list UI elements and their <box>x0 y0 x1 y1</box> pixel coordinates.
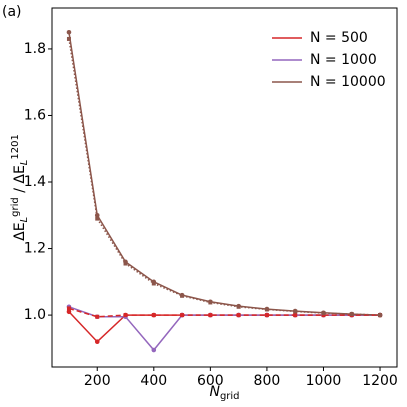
point <box>123 313 128 318</box>
y-tick-label: 1.2 <box>24 241 46 257</box>
y-tick-label: 1.8 <box>24 41 46 57</box>
series-line <box>68 307 381 318</box>
point <box>264 307 269 312</box>
point <box>321 311 326 316</box>
point <box>95 216 100 221</box>
point <box>349 312 354 317</box>
x-tick-label: 1200 <box>362 373 398 389</box>
point <box>378 313 383 318</box>
x-tick-label: 1000 <box>306 373 342 389</box>
y-tick-label: 1.0 <box>24 307 46 323</box>
point <box>66 309 72 315</box>
point <box>151 281 156 286</box>
point <box>236 304 241 309</box>
y-label-part: L <box>19 217 30 223</box>
legend-label: N = 500 <box>310 30 368 46</box>
y-label-part: / ΔE <box>12 165 28 197</box>
panel-label: (a) <box>2 4 22 20</box>
point <box>66 36 71 41</box>
x-tick-label: 400 <box>140 373 167 389</box>
point <box>293 309 298 314</box>
legend-label: N = 10000 <box>310 74 386 90</box>
plot-frame <box>51 7 398 368</box>
x-label-part: N <box>209 384 220 400</box>
y-label-part: grid <box>10 197 21 217</box>
x-axis-label: Ngrid <box>209 384 239 402</box>
point <box>208 300 213 305</box>
series-line <box>68 38 381 316</box>
point <box>208 313 213 318</box>
legend-label: N = 1000 <box>310 52 377 68</box>
x-tick-label: 600 <box>197 373 224 389</box>
point <box>94 339 100 345</box>
point <box>151 347 157 353</box>
y-label-part: 1201 <box>10 134 21 159</box>
y-label-part: L <box>19 160 30 166</box>
point <box>123 261 128 266</box>
point <box>180 293 185 298</box>
point <box>151 313 156 318</box>
x-tick-label: 800 <box>254 373 281 389</box>
y-label-part: ΔE <box>12 222 28 240</box>
point <box>95 314 100 319</box>
y-tick-label: 1.6 <box>24 107 46 123</box>
point <box>293 313 298 318</box>
point <box>264 313 269 318</box>
point <box>66 306 71 311</box>
y-axis-label: ΔELgrid / ΔEL1201 <box>10 134 30 241</box>
point <box>180 313 185 318</box>
x-label-part: grid <box>220 391 240 402</box>
y-tick-label: 1.4 <box>24 174 46 190</box>
x-tick-label: 200 <box>84 373 111 389</box>
point <box>66 29 72 35</box>
point <box>236 313 241 318</box>
